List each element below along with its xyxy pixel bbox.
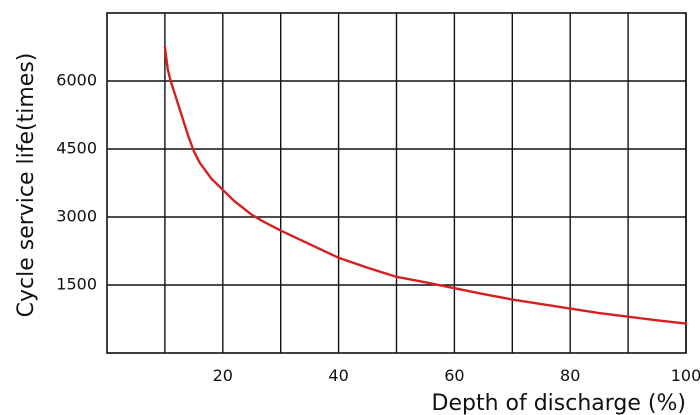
plot-frame — [106, 12, 687, 354]
x-tick-label: 60 — [444, 366, 464, 385]
y-tick-label: 6000 — [56, 71, 97, 90]
y-tick-label: 4500 — [56, 139, 97, 158]
x-tick-label: 100 — [671, 366, 700, 385]
x-axis-title: Depth of discharge (%) — [432, 391, 686, 415]
series-layer — [163, 45, 688, 325]
grid — [107, 13, 687, 353]
y-axis-title: Cycle service life(times) — [14, 53, 39, 318]
x-tick-label: 20 — [213, 366, 233, 385]
x-tick-labels: 20 40 60 80 100 — [213, 366, 700, 385]
y-tick-label: 1500 — [56, 275, 97, 294]
series-line — [163, 45, 688, 325]
y-tick-labels: 1500 3000 4500 6000 — [56, 71, 97, 294]
y-tick-label: 3000 — [56, 207, 97, 226]
x-tick-label: 40 — [328, 366, 348, 385]
x-tick-label: 80 — [560, 366, 580, 385]
